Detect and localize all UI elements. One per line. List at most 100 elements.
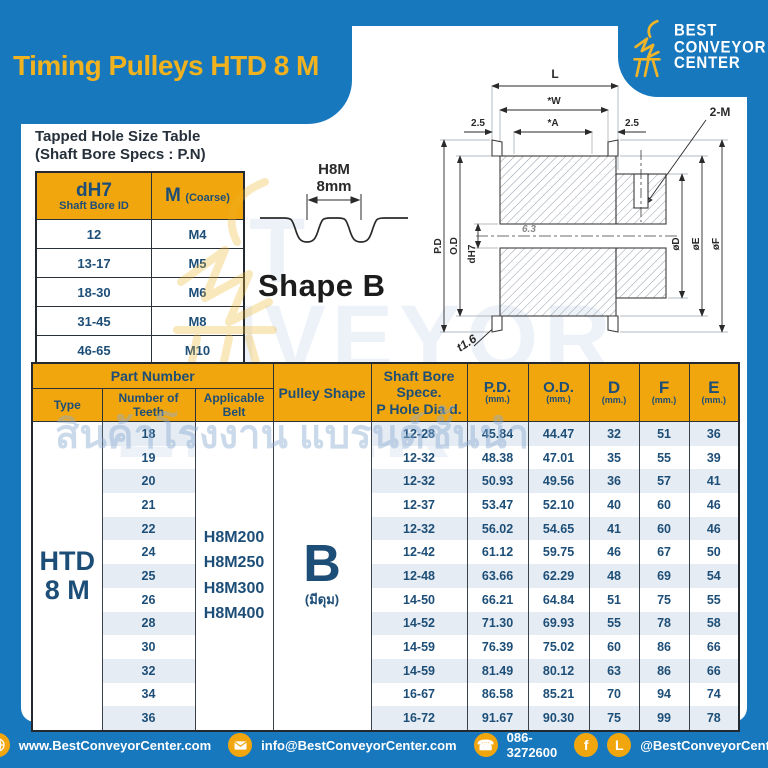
- tapped-cell: 18-30: [35, 277, 152, 307]
- footer-website[interactable]: www.BestConveyorCenter.com: [18, 737, 212, 753]
- tapped-cell: M5: [151, 248, 245, 278]
- f-cell: 94: [638, 682, 690, 707]
- svg-text:*A: *A: [547, 118, 558, 129]
- tapped-row: 13-17 M5: [35, 248, 245, 278]
- e-cell: 66: [688, 658, 740, 683]
- svg-text:øF: øF: [711, 238, 722, 250]
- tapped-cell: 12: [35, 219, 152, 249]
- footer-email[interactable]: info@BestConveyorCenter.com: [261, 737, 457, 753]
- d-cell: 32: [588, 421, 640, 446]
- pd-cell: 91.67: [466, 706, 529, 731]
- technical-drawing: L *W *A 2.5 2.5 2-M P.D O.D dH7 6.3 øD ø…: [433, 67, 730, 355]
- line-icon[interactable]: L: [607, 733, 632, 757]
- e-cell: 39: [688, 445, 740, 470]
- tapped-cell: M6: [151, 277, 245, 307]
- footer-phone[interactable]: 086-3272600: [506, 730, 558, 760]
- tapped-heading: Tapped Hole Size Table (Shaft Bore Specs…: [35, 128, 206, 163]
- tapped-row: 46-65 M10: [35, 335, 245, 366]
- e-cell: 54: [688, 564, 740, 588]
- logo-wordmark: BEST CONVEYOR CENTER: [674, 21, 767, 74]
- f-cell: 69: [638, 564, 690, 588]
- d-cell: 41: [588, 516, 640, 541]
- spec-row: 25 12-48 63.66 62.29 48 69 54: [32, 564, 740, 588]
- goat-logo-icon: [633, 19, 661, 77]
- e-cell: 55: [688, 587, 740, 612]
- e-cell: 66: [688, 635, 740, 659]
- spec-table: Part Number Pulley Shape Shaft Bore Spec…: [31, 362, 741, 732]
- od-cell: 64.84: [527, 587, 590, 612]
- bore-cell: 16-67: [370, 682, 468, 707]
- od-cell: 49.56: [527, 469, 590, 494]
- tapped-cell: 13-17: [35, 248, 152, 278]
- tapped-row: 31-45 M8: [35, 306, 245, 336]
- svg-text:2.5: 2.5: [625, 118, 639, 129]
- f-cell: 55: [638, 445, 690, 470]
- shaft-bore-header: Shaft Bore Spece. P Hole Dia d.: [370, 362, 468, 422]
- shape-label: Shape B: [258, 268, 386, 303]
- e-cell: 78: [688, 706, 740, 731]
- pd-cell: 53.47: [466, 493, 529, 517]
- svg-text:*W: *W: [547, 96, 561, 107]
- type-header: Type: [31, 388, 103, 422]
- spec-row: 22 12-32 56.02 54.65 41 60 46: [32, 516, 740, 541]
- d-header: D (mm.): [588, 362, 640, 422]
- tapped-cell: M8: [151, 306, 245, 336]
- od-cell: 85.21: [527, 682, 590, 707]
- teeth-cell: 18: [101, 421, 196, 446]
- e-cell: 46: [688, 516, 740, 541]
- d-cell: 46: [588, 540, 640, 565]
- tapped-cell: M10: [151, 335, 245, 366]
- bore-cell: 12-37: [370, 493, 468, 517]
- type-cell: HTD 8 M: [31, 421, 103, 731]
- f-cell: 78: [638, 611, 690, 636]
- e-cell: 74: [688, 682, 740, 707]
- od-cell: 52.10: [527, 493, 590, 517]
- spec-row: 24 12-42 61.12 59.75 46 67 50: [32, 540, 740, 565]
- footer-social-handle[interactable]: @BestConveyorCenter: [640, 737, 768, 753]
- spec-row: 19 12-32 48.38 47.01 35 55 39: [32, 445, 740, 470]
- f-cell: 51: [638, 421, 690, 446]
- svg-text:P.D: P.D: [433, 238, 444, 253]
- bore-cell: 14-59: [370, 658, 468, 683]
- facebook-icon[interactable]: f: [574, 733, 599, 757]
- teeth-cell: 19: [101, 445, 196, 470]
- teeth-cell: 30: [101, 635, 196, 659]
- spec-row: 20 12-32 50.93 49.56 36 57 41: [32, 469, 740, 494]
- svg-text:t1.6: t1.6: [454, 331, 479, 354]
- brand-logo: BEST CONVEYOR CENTER: [618, 0, 768, 97]
- e-cell: 58: [688, 611, 740, 636]
- svg-text:O.D: O.D: [449, 237, 460, 255]
- spec-row: 21 12-37 53.47 52.10 40 60 46: [32, 493, 740, 517]
- d-cell: 35: [588, 445, 640, 470]
- bore-cell: 14-50: [370, 587, 468, 612]
- tooth-profile-section: H8M 8mm Shape B: [254, 160, 424, 304]
- svg-text:øD: øD: [671, 237, 682, 250]
- f-cell: 60: [638, 493, 690, 517]
- belt-header: Applicable Belt: [194, 388, 274, 422]
- title-banner: Timing Pulleys HTD 8 M: [0, 0, 352, 124]
- bore-cell: 12-32: [370, 516, 468, 541]
- globe-icon: [0, 733, 10, 757]
- pulley-shape-header: Pulley Shape: [272, 362, 372, 422]
- teeth-cell: 25: [101, 564, 196, 588]
- part-number-header: Part Number: [31, 362, 274, 389]
- pd-cell: 76.39: [466, 635, 529, 659]
- teeth-cell: 28: [101, 611, 196, 636]
- teeth-cell: 26: [101, 587, 196, 612]
- od-cell: 54.65: [527, 516, 590, 541]
- spec-row: 30 14-59 76.39 75.02 60 86 66: [32, 635, 740, 659]
- email-icon: [228, 733, 253, 757]
- bore-cell: 16-72: [370, 706, 468, 731]
- od-cell: 62.29: [527, 564, 590, 588]
- pd-cell: 81.49: [466, 658, 529, 683]
- d-cell: 55: [588, 611, 640, 636]
- page-title: Timing Pulleys HTD 8 M: [13, 50, 319, 81]
- tooth-profile-drawing: H8M 8mm: [260, 161, 408, 243]
- f-cell: 86: [638, 658, 690, 683]
- f-cell: 99: [638, 706, 690, 731]
- od-cell: 47.01: [527, 445, 590, 470]
- tapped-hole-section: Tapped Hole Size Table (Shaft Bore Specs…: [35, 128, 247, 366]
- spec-row: 32 14-59 81.49 80.12 63 86 66: [32, 658, 740, 683]
- bore-cell: 12-28: [370, 421, 468, 446]
- svg-text:øE: øE: [691, 237, 702, 250]
